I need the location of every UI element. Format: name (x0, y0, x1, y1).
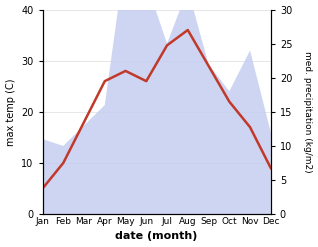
X-axis label: date (month): date (month) (115, 231, 198, 242)
Y-axis label: med. precipitation (kg/m2): med. precipitation (kg/m2) (303, 51, 313, 173)
Y-axis label: max temp (C): max temp (C) (5, 78, 16, 145)
